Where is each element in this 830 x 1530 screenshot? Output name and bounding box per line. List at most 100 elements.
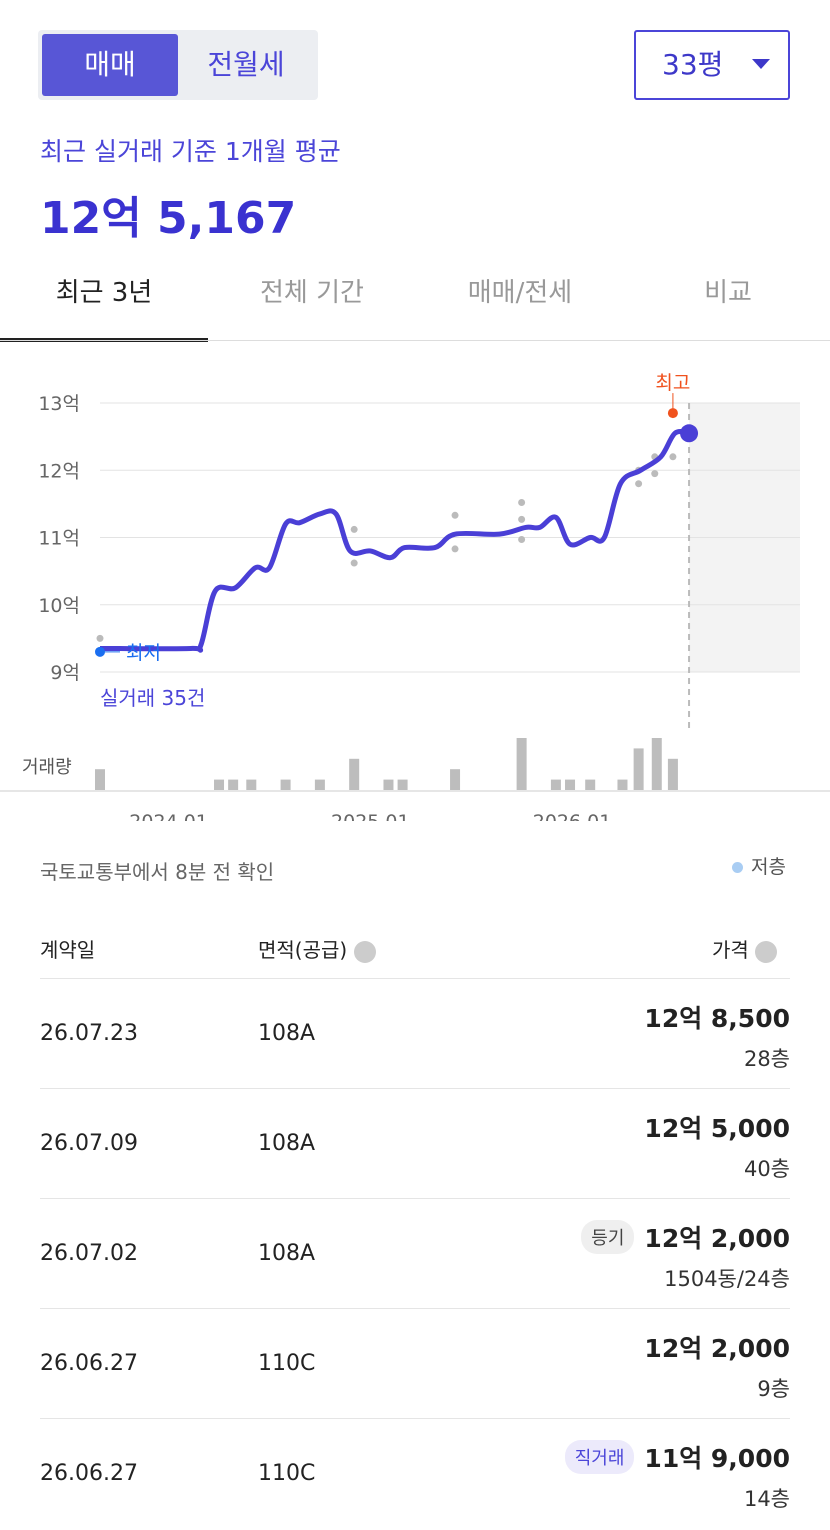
trade-dot (96, 634, 104, 642)
y-tick-label: 12억 (38, 460, 80, 482)
th-date: 계약일 (40, 938, 96, 962)
size-select[interactable]: 33평 (634, 30, 790, 100)
trade-row[interactable]: 26.07.09 108A 12억 5,000 40층 (40, 1088, 790, 1199)
floor: 28층 (743, 1047, 790, 1071)
period-tab[interactable]: 최근 3년 (55, 278, 153, 308)
price: 11억 9,000 (644, 1444, 790, 1473)
help-icon[interactable] (353, 940, 376, 963)
floor: 14층 (743, 1487, 790, 1511)
legend-dot (732, 862, 743, 873)
area: 110C (258, 1351, 316, 1376)
trade-row[interactable]: 26.06.27 110C 12억 2,000 9층 (40, 1308, 790, 1419)
high-label: 최고 (655, 372, 690, 394)
trade-toggle: 매매 전월세 (38, 30, 318, 100)
trade-row[interactable]: 26.07.02 108A 등기 12억 2,000 1504동/24층 (40, 1198, 790, 1309)
trade-dot (518, 499, 526, 507)
volume-bar (516, 738, 527, 790)
date: 26.07.09 (40, 1131, 138, 1156)
current-point (680, 424, 699, 443)
price: 12억 8,500 (644, 1004, 790, 1033)
tab-rent[interactable]: 전월세 (207, 48, 285, 81)
period-tab[interactable]: 매매/전세 (467, 278, 573, 308)
trade-dot (350, 525, 358, 533)
trade-row[interactable]: 26.07.23 108A 12억 8,500 28층 (40, 978, 790, 1089)
price-box: 12억 2,000 (644, 1329, 790, 1365)
th-area-text: 면적(공급) (258, 938, 348, 962)
volume-bar (397, 779, 408, 790)
y-tick-label: 9억 (50, 662, 80, 684)
size-text: 33평 (662, 48, 724, 81)
price-box: 12억 5,000 (644, 1109, 790, 1145)
volume-bar (667, 758, 678, 790)
volume-bar (450, 769, 461, 790)
volume-bar (95, 769, 105, 790)
volume-bar (550, 779, 561, 790)
period-tab[interactable]: 전체 기간 (260, 278, 364, 308)
badge: 직거래 (564, 1440, 635, 1474)
period-tab[interactable]: 비교 (704, 278, 752, 308)
x-tick-label: 2024.01 (129, 811, 208, 821)
trade-dot (635, 480, 643, 488)
y-tick-label: 11억 (38, 528, 80, 550)
x-tick-label: 2025.01 (331, 811, 410, 821)
date: 26.07.02 (40, 1241, 138, 1266)
price-line (99, 429, 690, 653)
area: 108A (258, 1241, 316, 1266)
trade-dot (451, 545, 459, 553)
count-label: 실거래 35건 (100, 686, 205, 710)
area: 108A (258, 1131, 316, 1156)
date: 26.07.23 (40, 1021, 138, 1046)
trade-dot (350, 559, 358, 567)
volume-bar (280, 779, 291, 790)
badge: 등기 (581, 1220, 635, 1254)
th-price: 가격 (712, 934, 778, 963)
tab-sale[interactable]: 매매 (42, 34, 178, 96)
low-label: 최저 (126, 642, 161, 664)
volume-bar (585, 779, 596, 790)
date: 26.06.27 (40, 1351, 138, 1376)
th-price-text: 가격 (712, 938, 749, 962)
trade-dot (651, 470, 659, 478)
price-box: 직거래 11억 9,000 (564, 1439, 790, 1475)
legend: 저층 (732, 852, 786, 879)
price: 12억 5,000 (644, 1114, 790, 1143)
price-box: 12억 8,500 (644, 999, 790, 1035)
area: 108A (258, 1021, 316, 1046)
volume-label: 거래량 (22, 757, 72, 778)
volume-bar (633, 748, 644, 790)
date: 26.06.27 (40, 1461, 138, 1486)
floor: 40층 (743, 1157, 790, 1181)
trade-dot (518, 536, 526, 544)
volume-bar (617, 779, 628, 790)
volume-bar (383, 779, 394, 790)
x-tick-label: 2026.01 (533, 811, 612, 821)
source-note: 국토교통부에서 8분 전 확인 (40, 860, 275, 884)
th-area: 면적(공급) (258, 934, 376, 963)
volume-bar (228, 779, 239, 790)
volume-bar (314, 779, 325, 790)
divider (0, 340, 830, 341)
volume-bar (651, 738, 662, 790)
summary-value: 12억 5,167 (40, 193, 297, 244)
volume-bar (565, 779, 576, 790)
volume-bar (349, 758, 360, 790)
trade-dot (451, 511, 459, 519)
area: 110C (258, 1461, 316, 1486)
volume-bar (214, 779, 225, 790)
floor: 9층 (757, 1377, 790, 1401)
price: 12억 2,000 (644, 1224, 790, 1253)
legend-text: 저층 (751, 856, 786, 878)
price-box: 등기 12억 2,000 (581, 1219, 790, 1255)
help-icon[interactable] (755, 940, 778, 963)
price: 12억 2,000 (644, 1334, 790, 1363)
trade-row[interactable]: 26.06.27 110C 직거래 11억 9,000 14층 (40, 1418, 790, 1529)
y-tick-label: 10억 (38, 595, 80, 617)
floor: 1504동/24층 (664, 1267, 790, 1291)
summary-label: 최근 실거래 기준 1개월 평균 (40, 137, 341, 166)
high-point (667, 408, 678, 419)
trade-dot (518, 515, 526, 523)
trade-dot (669, 453, 677, 461)
y-tick-label: 13억 (38, 393, 80, 415)
